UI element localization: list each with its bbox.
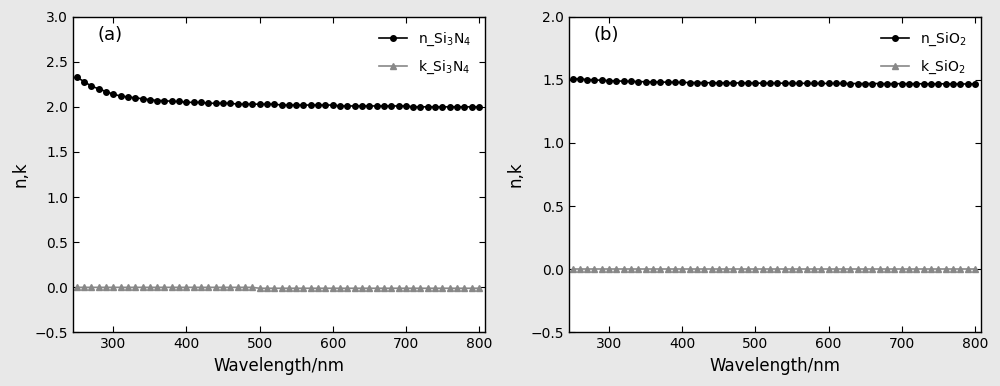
k_SiO$_2$ xyxy=(793,267,805,272)
Y-axis label: n,k: n,k xyxy=(507,162,525,187)
n_SiO$_2$ xyxy=(567,76,579,81)
Text: (b): (b) xyxy=(594,26,619,44)
n_Si$_3$N$_4$ xyxy=(473,105,485,109)
n_SiO$_2$ xyxy=(574,77,586,81)
Line: k_Si$_3$N$_4$: k_Si$_3$N$_4$ xyxy=(74,284,482,291)
k_SiO$_2$ xyxy=(567,267,579,272)
k_Si$_3$N$_4$ xyxy=(341,286,353,291)
k_Si$_3$N$_4$ xyxy=(385,286,397,291)
n_Si$_3$N$_4$ xyxy=(297,103,309,107)
k_SiO$_2$ xyxy=(574,267,586,272)
Line: n_Si$_3$N$_4$: n_Si$_3$N$_4$ xyxy=(74,74,482,110)
n_SiO$_2$ xyxy=(947,81,959,86)
n_Si$_3$N$_4$ xyxy=(378,103,390,108)
k_Si$_3$N$_4$ xyxy=(78,285,90,290)
k_Si$_3$N$_4$ xyxy=(254,286,266,291)
Legend: n_Si$_3$N$_4$, k_Si$_3$N$_4$: n_Si$_3$N$_4$, k_Si$_3$N$_4$ xyxy=(372,24,478,83)
k_SiO$_2$ xyxy=(815,267,827,272)
n_SiO$_2$ xyxy=(713,81,725,85)
Legend: n_SiO$_2$, k_SiO$_2$: n_SiO$_2$, k_SiO$_2$ xyxy=(874,24,974,83)
Line: n_SiO$_2$: n_SiO$_2$ xyxy=(570,76,978,87)
k_SiO$_2$ xyxy=(713,267,725,272)
X-axis label: Wavelength/nm: Wavelength/nm xyxy=(213,357,344,375)
k_SiO$_2$ xyxy=(830,267,842,272)
n_SiO$_2$ xyxy=(874,81,886,86)
Y-axis label: n,k: n,k xyxy=(11,162,29,187)
k_Si$_3$N$_4$ xyxy=(327,286,339,291)
n_Si$_3$N$_4$ xyxy=(334,103,346,108)
k_SiO$_2$ xyxy=(969,267,981,272)
k_Si$_3$N$_4$ xyxy=(473,286,485,291)
X-axis label: Wavelength/nm: Wavelength/nm xyxy=(709,357,840,375)
n_SiO$_2$ xyxy=(815,81,827,86)
n_Si$_3$N$_4$ xyxy=(407,105,419,109)
Text: (a): (a) xyxy=(98,26,123,44)
k_SiO$_2$ xyxy=(874,267,886,272)
n_SiO$_2$ xyxy=(830,81,842,86)
n_SiO$_2$ xyxy=(969,81,981,86)
n_Si$_3$N$_4$ xyxy=(319,103,331,107)
n_Si$_3$N$_4$ xyxy=(217,101,229,105)
n_Si$_3$N$_4$ xyxy=(71,75,83,80)
n_SiO$_2$ xyxy=(793,81,805,86)
k_Si$_3$N$_4$ xyxy=(305,286,317,291)
k_Si$_3$N$_4$ xyxy=(217,285,229,290)
k_Si$_3$N$_4$ xyxy=(71,285,83,290)
n_Si$_3$N$_4$ xyxy=(78,79,90,84)
Line: k_SiO$_2$: k_SiO$_2$ xyxy=(570,266,978,272)
